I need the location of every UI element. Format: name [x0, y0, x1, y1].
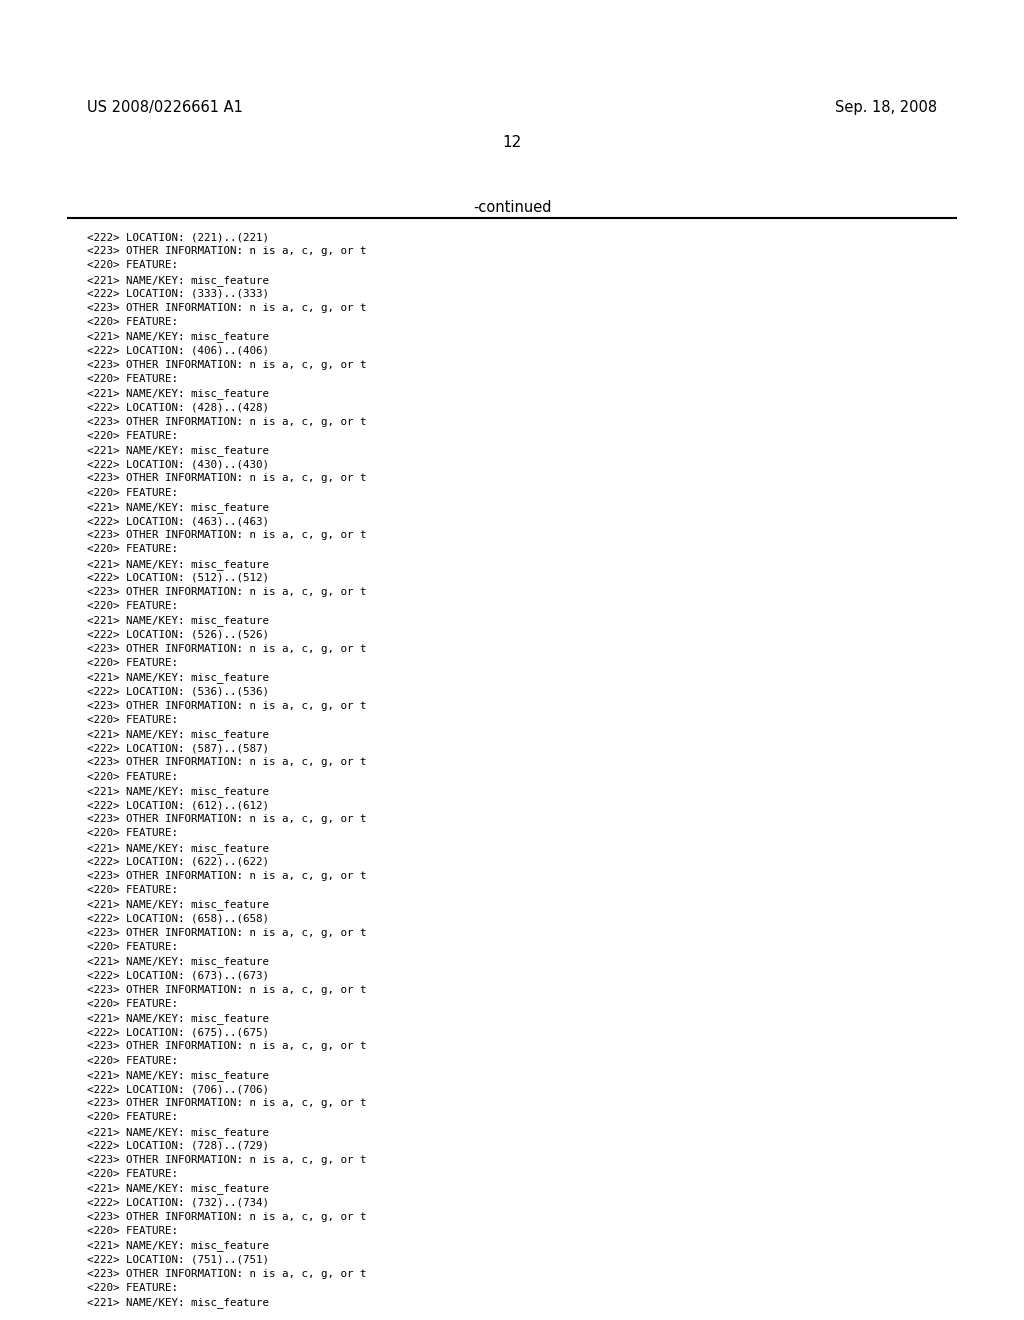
- Text: <222> LOCATION: (512)..(512): <222> LOCATION: (512)..(512): [87, 573, 269, 583]
- Text: <222> LOCATION: (622)..(622): <222> LOCATION: (622)..(622): [87, 857, 269, 867]
- Text: <221> NAME/KEY: misc_feature: <221> NAME/KEY: misc_feature: [87, 899, 269, 911]
- Text: <220> FEATURE:: <220> FEATURE:: [87, 374, 178, 384]
- Text: <222> LOCATION: (430)..(430): <222> LOCATION: (430)..(430): [87, 459, 269, 469]
- Text: <222> LOCATION: (333)..(333): <222> LOCATION: (333)..(333): [87, 289, 269, 298]
- Text: <220> FEATURE:: <220> FEATURE:: [87, 1283, 178, 1292]
- Text: <222> LOCATION: (406)..(406): <222> LOCATION: (406)..(406): [87, 346, 269, 355]
- Text: <222> LOCATION: (463)..(463): <222> LOCATION: (463)..(463): [87, 516, 269, 525]
- Text: <221> NAME/KEY: misc_feature: <221> NAME/KEY: misc_feature: [87, 729, 269, 741]
- Text: <222> LOCATION: (612)..(612): <222> LOCATION: (612)..(612): [87, 800, 269, 810]
- Text: <222> LOCATION: (732)..(734): <222> LOCATION: (732)..(734): [87, 1197, 269, 1208]
- Text: <221> NAME/KEY: misc_feature: <221> NAME/KEY: misc_feature: [87, 558, 269, 569]
- Text: <223> OTHER INFORMATION: n is a, c, g, or t: <223> OTHER INFORMATION: n is a, c, g, o…: [87, 1155, 367, 1166]
- Text: <221> NAME/KEY: misc_feature: <221> NAME/KEY: misc_feature: [87, 1126, 269, 1138]
- Text: <223> OTHER INFORMATION: n is a, c, g, or t: <223> OTHER INFORMATION: n is a, c, g, o…: [87, 247, 367, 256]
- Text: US 2008/0226661 A1: US 2008/0226661 A1: [87, 100, 243, 115]
- Text: <221> NAME/KEY: misc_feature: <221> NAME/KEY: misc_feature: [87, 445, 269, 455]
- Text: <222> LOCATION: (221)..(221): <222> LOCATION: (221)..(221): [87, 232, 269, 242]
- Text: <220> FEATURE:: <220> FEATURE:: [87, 772, 178, 781]
- Text: <223> OTHER INFORMATION: n is a, c, g, or t: <223> OTHER INFORMATION: n is a, c, g, o…: [87, 360, 367, 370]
- Text: <223> OTHER INFORMATION: n is a, c, g, or t: <223> OTHER INFORMATION: n is a, c, g, o…: [87, 1269, 367, 1279]
- Text: <220> FEATURE:: <220> FEATURE:: [87, 487, 178, 498]
- Text: <222> LOCATION: (675)..(675): <222> LOCATION: (675)..(675): [87, 1027, 269, 1038]
- Text: <221> NAME/KEY: misc_feature: <221> NAME/KEY: misc_feature: [87, 1069, 269, 1081]
- Text: <220> FEATURE:: <220> FEATURE:: [87, 886, 178, 895]
- Text: <221> NAME/KEY: misc_feature: <221> NAME/KEY: misc_feature: [87, 615, 269, 626]
- Text: <220> FEATURE:: <220> FEATURE:: [87, 430, 178, 441]
- Text: <220> FEATURE:: <220> FEATURE:: [87, 601, 178, 611]
- Text: <222> LOCATION: (728)..(729): <222> LOCATION: (728)..(729): [87, 1140, 269, 1151]
- Text: <223> OTHER INFORMATION: n is a, c, g, or t: <223> OTHER INFORMATION: n is a, c, g, o…: [87, 1212, 367, 1222]
- Text: <221> NAME/KEY: misc_feature: <221> NAME/KEY: misc_feature: [87, 956, 269, 968]
- Text: <221> NAME/KEY: misc_feature: <221> NAME/KEY: misc_feature: [87, 672, 269, 684]
- Text: <221> NAME/KEY: misc_feature: <221> NAME/KEY: misc_feature: [87, 502, 269, 512]
- Text: <223> OTHER INFORMATION: n is a, c, g, or t: <223> OTHER INFORMATION: n is a, c, g, o…: [87, 928, 367, 937]
- Text: <221> NAME/KEY: misc_feature: <221> NAME/KEY: misc_feature: [87, 785, 269, 797]
- Text: <220> FEATURE:: <220> FEATURE:: [87, 657, 178, 668]
- Text: <223> OTHER INFORMATION: n is a, c, g, or t: <223> OTHER INFORMATION: n is a, c, g, o…: [87, 1041, 367, 1052]
- Text: <223> OTHER INFORMATION: n is a, c, g, or t: <223> OTHER INFORMATION: n is a, c, g, o…: [87, 587, 367, 597]
- Text: <223> OTHER INFORMATION: n is a, c, g, or t: <223> OTHER INFORMATION: n is a, c, g, o…: [87, 644, 367, 653]
- Text: <220> FEATURE:: <220> FEATURE:: [87, 1170, 178, 1179]
- Text: <222> LOCATION: (706)..(706): <222> LOCATION: (706)..(706): [87, 1084, 269, 1094]
- Text: <220> FEATURE:: <220> FEATURE:: [87, 1113, 178, 1122]
- Text: <221> NAME/KEY: misc_feature: <221> NAME/KEY: misc_feature: [87, 842, 269, 854]
- Text: <220> FEATURE:: <220> FEATURE:: [87, 544, 178, 554]
- Text: <220> FEATURE:: <220> FEATURE:: [87, 715, 178, 725]
- Text: <221> NAME/KEY: misc_feature: <221> NAME/KEY: misc_feature: [87, 331, 269, 342]
- Text: <223> OTHER INFORMATION: n is a, c, g, or t: <223> OTHER INFORMATION: n is a, c, g, o…: [87, 474, 367, 483]
- Text: <223> OTHER INFORMATION: n is a, c, g, or t: <223> OTHER INFORMATION: n is a, c, g, o…: [87, 417, 367, 426]
- Text: -continued: -continued: [473, 201, 551, 215]
- Text: <221> NAME/KEY: misc_feature: <221> NAME/KEY: misc_feature: [87, 1184, 269, 1195]
- Text: <220> FEATURE:: <220> FEATURE:: [87, 317, 178, 327]
- Text: <220> FEATURE:: <220> FEATURE:: [87, 1226, 178, 1236]
- Text: <221> NAME/KEY: misc_feature: <221> NAME/KEY: misc_feature: [87, 1298, 269, 1308]
- Text: <222> LOCATION: (428)..(428): <222> LOCATION: (428)..(428): [87, 403, 269, 412]
- Text: <221> NAME/KEY: misc_feature: <221> NAME/KEY: misc_feature: [87, 1012, 269, 1024]
- Text: <221> NAME/KEY: misc_feature: <221> NAME/KEY: misc_feature: [87, 1241, 269, 1251]
- Text: <220> FEATURE:: <220> FEATURE:: [87, 260, 178, 271]
- Text: Sep. 18, 2008: Sep. 18, 2008: [835, 100, 937, 115]
- Text: <223> OTHER INFORMATION: n is a, c, g, or t: <223> OTHER INFORMATION: n is a, c, g, o…: [87, 814, 367, 824]
- Text: <223> OTHER INFORMATION: n is a, c, g, or t: <223> OTHER INFORMATION: n is a, c, g, o…: [87, 758, 367, 767]
- Text: <221> NAME/KEY: misc_feature: <221> NAME/KEY: misc_feature: [87, 388, 269, 399]
- Text: 12: 12: [503, 135, 521, 150]
- Text: <220> FEATURE:: <220> FEATURE:: [87, 1056, 178, 1065]
- Text: <223> OTHER INFORMATION: n is a, c, g, or t: <223> OTHER INFORMATION: n is a, c, g, o…: [87, 304, 367, 313]
- Text: <221> NAME/KEY: misc_feature: <221> NAME/KEY: misc_feature: [87, 275, 269, 285]
- Text: <222> LOCATION: (658)..(658): <222> LOCATION: (658)..(658): [87, 913, 269, 924]
- Text: <223> OTHER INFORMATION: n is a, c, g, or t: <223> OTHER INFORMATION: n is a, c, g, o…: [87, 871, 367, 880]
- Text: <223> OTHER INFORMATION: n is a, c, g, or t: <223> OTHER INFORMATION: n is a, c, g, o…: [87, 1098, 367, 1109]
- Text: <220> FEATURE:: <220> FEATURE:: [87, 999, 178, 1008]
- Text: <222> LOCATION: (751)..(751): <222> LOCATION: (751)..(751): [87, 1254, 269, 1265]
- Text: <220> FEATURE:: <220> FEATURE:: [87, 829, 178, 838]
- Text: <223> OTHER INFORMATION: n is a, c, g, or t: <223> OTHER INFORMATION: n is a, c, g, o…: [87, 531, 367, 540]
- Text: <220> FEATURE:: <220> FEATURE:: [87, 942, 178, 952]
- Text: <222> LOCATION: (673)..(673): <222> LOCATION: (673)..(673): [87, 970, 269, 981]
- Text: <222> LOCATION: (587)..(587): <222> LOCATION: (587)..(587): [87, 743, 269, 754]
- Text: <223> OTHER INFORMATION: n is a, c, g, or t: <223> OTHER INFORMATION: n is a, c, g, o…: [87, 985, 367, 994]
- Text: <222> LOCATION: (526)..(526): <222> LOCATION: (526)..(526): [87, 630, 269, 640]
- Text: <222> LOCATION: (536)..(536): <222> LOCATION: (536)..(536): [87, 686, 269, 697]
- Text: <223> OTHER INFORMATION: n is a, c, g, or t: <223> OTHER INFORMATION: n is a, c, g, o…: [87, 701, 367, 710]
